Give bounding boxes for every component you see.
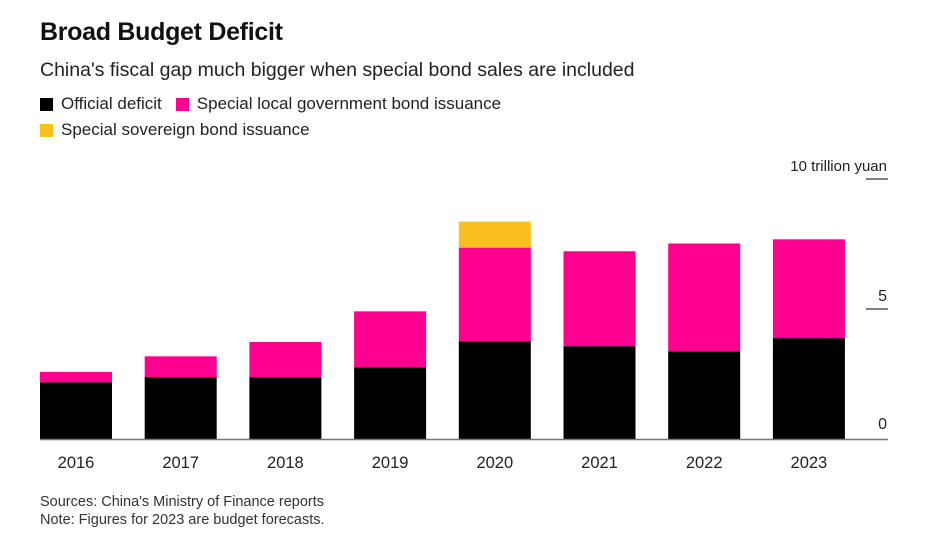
bar-2020-special-local-government-bond-issuance xyxy=(458,247,531,342)
x-tick-label-2018: 2018 xyxy=(267,454,304,472)
bar-2022-special-local-government-bond-issuance xyxy=(668,243,741,352)
bar-2023-official-deficit xyxy=(772,338,845,439)
bar-2018-official-deficit xyxy=(249,377,322,439)
bars-group xyxy=(40,221,845,439)
y-tick-label-0: 0 xyxy=(878,416,887,433)
bar-2016-special-local-government-bond-issuance xyxy=(40,371,112,383)
x-tick-label-2023: 2023 xyxy=(791,454,828,472)
bar-2017-special-local-government-bond-issuance xyxy=(144,356,217,378)
legend-swatch-special-local-bond xyxy=(175,97,189,111)
x-tick-label-2016: 2016 xyxy=(58,454,95,472)
legend-label-special-local-bond: Special local government bond issuance xyxy=(196,94,502,113)
sources-text: Sources: China's Ministry of Finance rep… xyxy=(40,494,325,510)
legend-row-1: Official deficit Special local governmen… xyxy=(40,94,515,114)
legend-label-special-sovereign-bond: Special sovereign bond issuance xyxy=(61,120,310,139)
bar-2019-special-local-government-bond-issuance xyxy=(354,311,427,368)
bar-2023-special-local-government-bond-issuance xyxy=(772,239,845,339)
y-axis: 0 5 10 trillion yuan xyxy=(40,158,888,441)
legend-label-official-deficit: Official deficit xyxy=(61,94,162,113)
x-axis-labels: 2016 2017 2018 2019 2020 2021 2022 2023 xyxy=(58,454,828,472)
bar-2020-special-sovereign-bond-issuance xyxy=(458,221,531,248)
bar-2022-official-deficit xyxy=(668,351,741,439)
x-tick-label-2021: 2021 xyxy=(581,454,618,472)
x-tick-label-2022: 2022 xyxy=(686,454,723,472)
chart-subtitle: China's fiscal gap much bigger when spec… xyxy=(40,59,635,81)
bar-2020-official-deficit xyxy=(458,341,531,439)
bar-2017-official-deficit xyxy=(144,377,217,439)
legend-swatch-official-deficit xyxy=(40,97,53,111)
bar-2019-official-deficit xyxy=(354,367,427,439)
bar-2021-official-deficit xyxy=(563,346,636,439)
y-tick-label-5: 5 xyxy=(878,288,887,305)
bar-2016-official-deficit xyxy=(40,382,112,439)
bar-2018-special-local-government-bond-issuance xyxy=(249,342,322,378)
y-tick-label-10: 10 trillion yuan xyxy=(790,158,887,175)
legend-swatch-special-sovereign-bond xyxy=(40,123,53,137)
chart-title: Broad Budget Deficit xyxy=(40,18,283,46)
legend-item-special-local-bond: Special local government bond issuance xyxy=(175,94,502,114)
bar-2021-special-local-government-bond-issuance xyxy=(563,251,636,347)
legend-row-2: Special sovereign bond issuance xyxy=(40,120,324,140)
legend-item-official-deficit: Official deficit xyxy=(40,94,162,114)
x-tick-label-2017: 2017 xyxy=(162,454,199,472)
note-text: Note: Figures for 2023 are budget foreca… xyxy=(40,512,325,528)
legend-item-special-sovereign-bond: Special sovereign bond issuance xyxy=(40,120,310,140)
chart-footer: Sources: China's Ministry of Finance rep… xyxy=(40,493,325,529)
x-tick-label-2019: 2019 xyxy=(372,454,409,472)
x-tick-label-2020: 2020 xyxy=(476,454,513,472)
